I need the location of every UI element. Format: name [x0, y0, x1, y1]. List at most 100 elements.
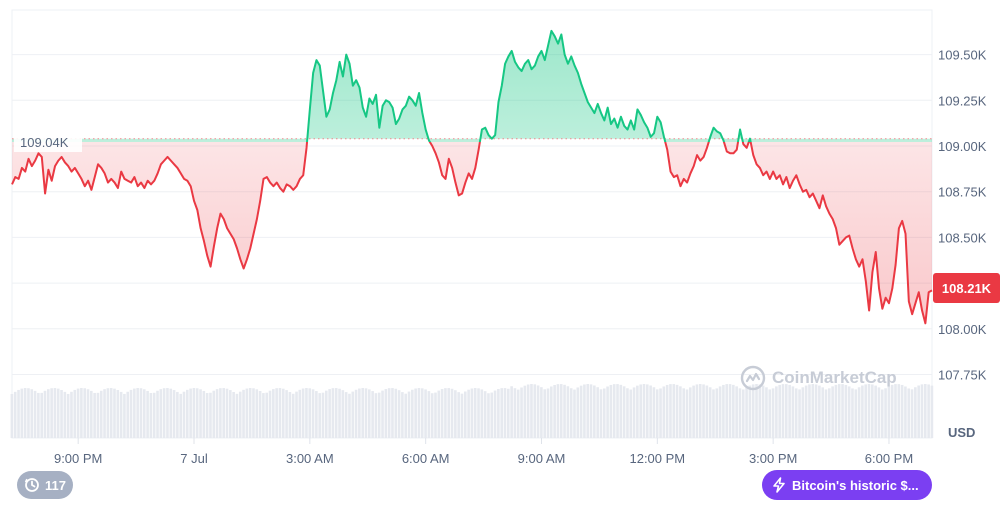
volume-bar — [169, 388, 173, 438]
volume-bar — [569, 388, 573, 438]
x-tick-label: 6:00 PM — [865, 451, 913, 466]
clock-icon — [24, 478, 39, 492]
volume-bar — [344, 392, 348, 438]
volume-bar — [563, 384, 566, 438]
volume-bar — [761, 385, 765, 438]
x-tick-label: 3:00 AM — [286, 451, 334, 466]
volume-bar — [516, 389, 520, 438]
volume-bar — [543, 389, 547, 438]
volume-bar — [232, 391, 235, 438]
volume-bar — [275, 388, 278, 438]
volume-bar — [490, 392, 494, 438]
volume-bar — [50, 388, 53, 438]
volume-bar — [331, 388, 335, 438]
volume-bar — [450, 388, 454, 438]
volume-bar — [37, 392, 40, 438]
current-price-text: 108.21K — [942, 281, 992, 296]
volume-bar — [536, 385, 540, 438]
volume-bar — [444, 388, 447, 438]
volume-bar — [735, 386, 738, 438]
volume-bar — [689, 387, 692, 438]
volume-bar — [17, 389, 20, 438]
volume-bar — [30, 389, 34, 438]
volume-bar — [801, 387, 805, 438]
volume-bar — [364, 388, 368, 438]
volume-bar — [113, 388, 116, 438]
volume-bar — [106, 388, 110, 438]
volume-bar — [927, 384, 930, 438]
volume-bar — [119, 391, 123, 438]
volume-bar — [437, 390, 441, 438]
comments-badge[interactable]: 117 — [17, 471, 73, 499]
volume-bar — [904, 386, 907, 438]
volume-bar — [722, 384, 725, 438]
volume-bar — [351, 391, 355, 438]
volume-bar — [255, 389, 259, 438]
volume-bar — [841, 384, 844, 438]
baseline-label: 109.04K — [14, 132, 82, 152]
volume-bar — [682, 388, 685, 438]
volume-bar — [718, 386, 722, 438]
volume-bar — [43, 390, 47, 438]
volume-bar — [910, 389, 914, 438]
volume-bar — [540, 387, 543, 438]
x-tick-label: 9:00 PM — [54, 451, 102, 466]
volume-bar — [417, 388, 421, 438]
volume-bar — [136, 388, 139, 438]
volume-bar — [705, 385, 709, 438]
volume-bar — [411, 389, 414, 438]
volume-bar — [824, 389, 828, 438]
volume-bar — [225, 388, 229, 438]
news-badge[interactable]: Bitcoin's historic $... — [762, 470, 932, 500]
currency-label: USD — [948, 425, 975, 440]
volume-bar — [606, 386, 609, 438]
volume-bar — [748, 385, 752, 438]
x-tick-label: 9:00 AM — [518, 451, 566, 466]
volume-bar — [804, 385, 808, 438]
volume-bar — [53, 388, 57, 438]
volume-bar — [460, 393, 464, 438]
volume-bar — [381, 390, 384, 438]
volume-bar — [47, 389, 50, 438]
volume-bar — [784, 384, 788, 438]
volume-bar — [328, 389, 331, 438]
volume-bar — [176, 391, 179, 438]
volume-bar — [788, 384, 791, 438]
y-tick-label: 108.50K — [938, 230, 987, 245]
volume-bar — [222, 388, 225, 438]
volume-bar — [129, 389, 133, 438]
volume-bar — [695, 384, 699, 438]
volume-bar — [765, 387, 768, 438]
coinmarketcap-watermark: CoinMarketCap — [740, 364, 897, 392]
volume-bar — [751, 384, 755, 438]
volume-bar — [599, 389, 603, 438]
volume-bar — [467, 389, 470, 438]
volume-bar — [470, 388, 474, 438]
volume-bar — [371, 391, 374, 438]
volume-bar — [20, 388, 24, 438]
volume-bar — [192, 388, 196, 438]
volume-bar — [672, 384, 676, 438]
volume-bar — [794, 388, 798, 438]
volume-bar — [179, 393, 182, 438]
volume-bar — [407, 391, 411, 438]
volume-bar — [354, 389, 358, 438]
volume-bar — [685, 389, 689, 438]
volume-bar — [305, 388, 308, 438]
volume-bar — [348, 393, 351, 438]
volume-bar — [708, 387, 712, 438]
volume-bar — [83, 388, 87, 438]
volume-bar — [814, 384, 818, 438]
volume-bar — [659, 388, 662, 438]
volume-bar — [914, 387, 917, 438]
comments-count: 117 — [45, 477, 66, 493]
volume-bar — [219, 388, 222, 438]
volume-bar — [510, 386, 513, 438]
volume-bar — [288, 392, 292, 438]
y-tick-label: 107.75K — [938, 368, 987, 383]
volume-bar — [771, 388, 775, 438]
volume-bar — [874, 385, 877, 438]
x-tick-label: 12:00 PM — [629, 451, 685, 466]
